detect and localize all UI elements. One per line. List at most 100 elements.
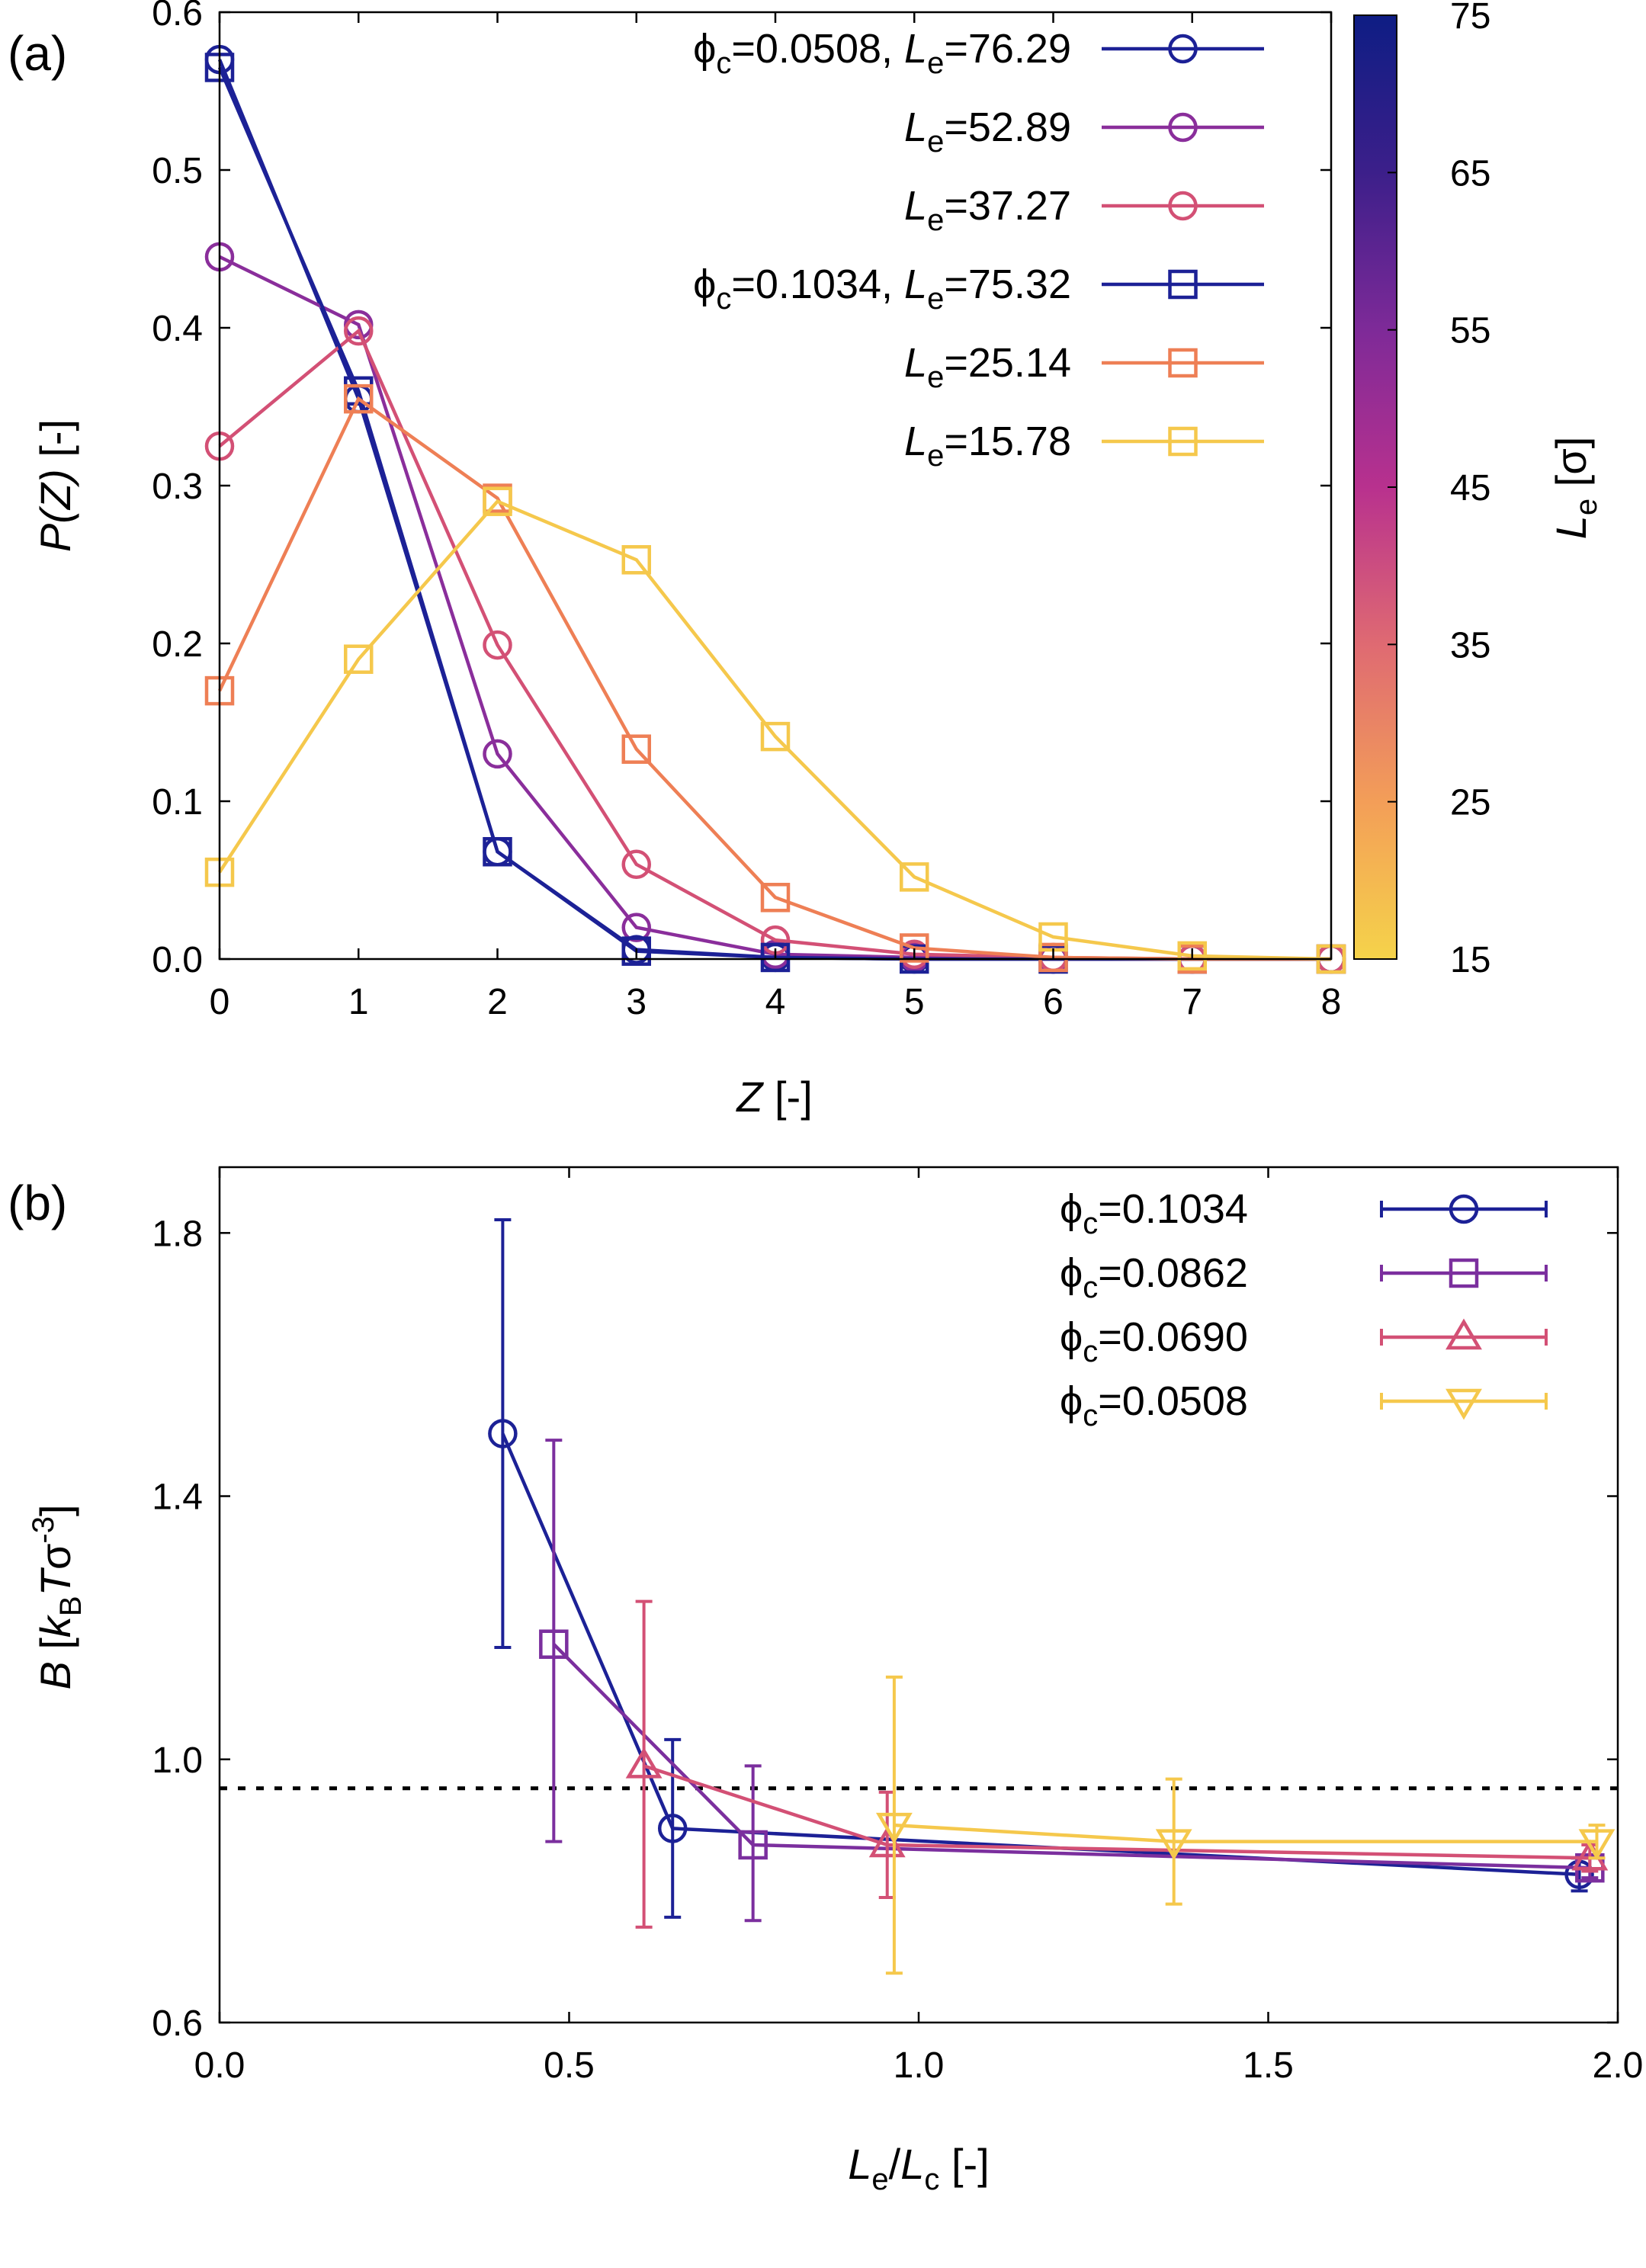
- a-xtick-label: 8: [1321, 982, 1342, 1022]
- a-data-point: [760, 883, 791, 913]
- a-data-point: [621, 734, 651, 764]
- a-data-point: [621, 913, 651, 942]
- b-legend-marker: [1449, 1194, 1479, 1224]
- panel-a-ticks: 0 1 2 3 4 5 6 7 8 0.0 0.1 0.2 0.3 0.4 0.5 0.6: [152, 0, 1341, 1022]
- a-data-point: [483, 486, 512, 516]
- a-legend-label: Le=52.89: [904, 104, 1071, 159]
- a-ytick-label: 0.2: [152, 624, 203, 665]
- b-xtick-label: 2.0: [1593, 2045, 1644, 2086]
- b-legend-label: ϕc=0.0690: [1060, 1314, 1248, 1368]
- b-xtick-label: 0.5: [544, 2045, 595, 2086]
- a-ytick-label: 0.5: [152, 151, 203, 191]
- panel-b: (b) 0.0 0.5 1.0 1.5 2.0 0.6 1.0 1.4 1.8 ϕc=0.103…: [8, 1166, 1643, 2196]
- b-ytick-label: 1.0: [152, 1740, 203, 1781]
- b-legend-marker: [1445, 1318, 1482, 1350]
- colorbar-tick-label: 45: [1450, 468, 1490, 508]
- a-legend-label: Le=25.14: [904, 340, 1071, 394]
- b-xtick-label: 0.0: [194, 2045, 245, 2086]
- b-ytick-label: 1.8: [152, 1214, 203, 1254]
- a-legend-marker: [1168, 269, 1198, 300]
- panel-b-ticks: 0.0 0.5 1.0 1.5 2.0 0.6 1.0 1.4 1.8: [152, 1167, 1643, 2086]
- a-series-line: [218, 328, 1331, 961]
- panel-a-series: [204, 44, 1346, 974]
- a-ytick-label: 0.0: [152, 940, 203, 980]
- colorbar-ticks: 15 25 35 45 55 65 75: [1388, 0, 1490, 980]
- a-ytick-label: 0.3: [152, 467, 203, 507]
- b-data-point: [539, 1629, 569, 1659]
- a-data-point: [621, 849, 651, 880]
- b-legend-marker: [1445, 1388, 1482, 1420]
- a-data-point: [900, 862, 929, 892]
- a-legend-marker: [1168, 426, 1198, 457]
- a-data-point: [621, 936, 651, 966]
- a-ytick-label: 0.6: [152, 0, 203, 34]
- a-series-line: [217, 66, 1331, 961]
- a-data-point: [483, 836, 512, 867]
- colorbar-tick-label: 35: [1450, 625, 1490, 666]
- a-xtick-label: 1: [348, 982, 369, 1022]
- a-ytick-label: 0.1: [152, 782, 203, 823]
- a-data-point: [344, 383, 374, 414]
- b-series-line: [501, 1432, 1580, 1877]
- b-data-point: [625, 1747, 663, 1779]
- panel-a-label: (a): [8, 26, 67, 81]
- a-legend-label: Le=37.27: [904, 183, 1071, 237]
- a-data-point: [344, 316, 374, 346]
- b-xtick-label: 1.5: [1243, 2045, 1294, 2086]
- a-legend-marker: [1168, 112, 1198, 143]
- panel-a: (a) 0 1 2 3 4 5 6 7 80.00.10.20.30.40.50.6 ϕc=0.…: [8, 0, 1603, 1121]
- a-data-point: [900, 933, 929, 963]
- colorbar-tick-label: 75: [1450, 0, 1490, 37]
- panel-b-label: (b): [8, 1176, 67, 1230]
- b-legend-label: ϕc=0.0508: [1060, 1378, 1248, 1432]
- a-legend-marker: [1168, 34, 1198, 64]
- a-data-point: [760, 942, 791, 973]
- a-xtick-label: 5: [904, 982, 925, 1022]
- a-data-point: [1038, 942, 1068, 973]
- a-xtick-label: 3: [626, 982, 647, 1022]
- a-data-point: [483, 739, 512, 769]
- panel-b-frame: [218, 1166, 1619, 2024]
- panel-a-legend: ϕc=0.0508, Le=76.29 Le=52.89 Le=37.27 ϕc=0.…: [693, 26, 1264, 473]
- b-xtick-label: 1.0: [894, 2045, 945, 2086]
- panel-b-legend: ϕc=0.1034 ϕc=0.0862 ϕc=0.0690 ϕc=0.0508: [1060, 1186, 1548, 1432]
- a-data-point: [760, 721, 791, 752]
- b-legend-marker: [1449, 1258, 1479, 1288]
- a-ytick-label: 0.4: [152, 309, 203, 349]
- a-xtick-label: 2: [487, 982, 508, 1022]
- a-legend-marker: [1168, 191, 1198, 221]
- colorbar-tick-label: 65: [1450, 153, 1490, 194]
- a-series-line: [217, 59, 1331, 961]
- b-series-line: [894, 1823, 1597, 1843]
- colorbar-tick-label: 25: [1450, 783, 1490, 823]
- a-data-point: [483, 630, 512, 660]
- a-data-point: [1177, 941, 1207, 971]
- a-legend-label: ϕc=0.1034, Le=75.32: [693, 261, 1071, 316]
- b-ytick-label: 0.6: [152, 2003, 203, 2044]
- a-legend-label: ϕc=0.0508, Le=76.29: [693, 26, 1071, 80]
- panel-b-series: [488, 1218, 1616, 1975]
- panel-a-ylabel: P(Z) [-]: [31, 419, 79, 552]
- b-data-point: [738, 1830, 768, 1860]
- panel-b-ylabel: B [kBTσ-3]: [27, 1504, 88, 1689]
- b-legend-label: ϕc=0.1034: [1060, 1186, 1248, 1240]
- a-xtick-label: 4: [765, 982, 786, 1022]
- colorbar-tick-label: 15: [1450, 940, 1490, 980]
- b-legend-label: ϕc=0.0862: [1060, 1250, 1248, 1304]
- b-data-point: [1578, 1829, 1616, 1861]
- colorbar-tick-label: 55: [1450, 311, 1490, 351]
- panel-a-xlabel: Z [-]: [735, 1073, 813, 1121]
- b-data-point: [875, 1812, 913, 1844]
- a-xtick-label: 7: [1182, 982, 1202, 1022]
- b-ytick-label: 1.4: [152, 1477, 203, 1518]
- a-series-line: [218, 499, 1332, 961]
- b-data-point: [488, 1419, 518, 1448]
- a-data-point: [621, 545, 651, 575]
- colorbar-label: Le [σ]: [1547, 437, 1603, 540]
- a-legend-marker: [1168, 348, 1198, 378]
- a-legend-label: Le=15.78: [904, 419, 1071, 473]
- panel-b-xlabel: Le/Lc [-]: [848, 2140, 989, 2196]
- a-xtick-label: 6: [1043, 982, 1064, 1022]
- a-xtick-label: 0: [210, 982, 230, 1022]
